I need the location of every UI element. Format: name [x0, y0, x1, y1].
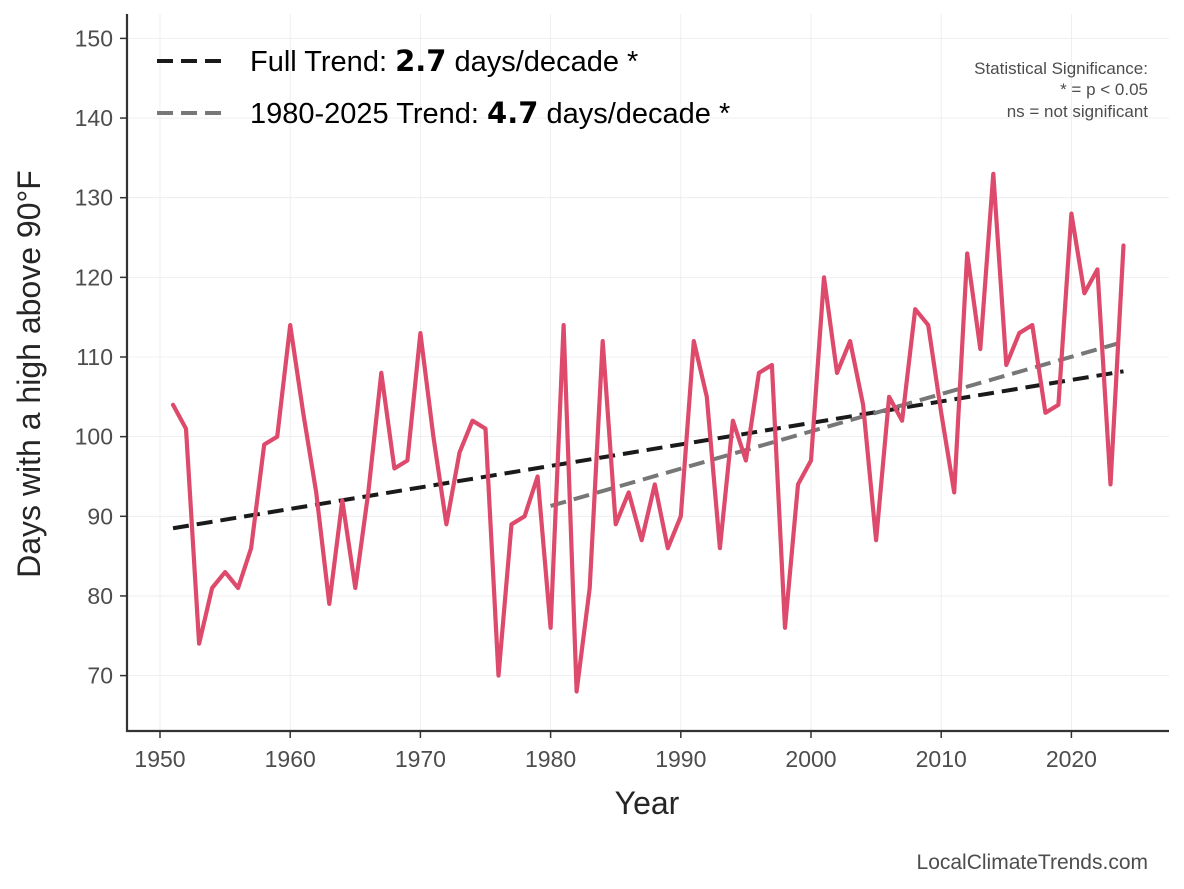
legend: Full Trend: 2.7 days/decade * 1980-2025 T…	[157, 44, 730, 130]
x-tick-label: 1970	[395, 746, 446, 772]
y-tick-label: 120	[75, 264, 113, 290]
y-tick-label: 90	[87, 503, 113, 529]
x-tick-label: 1980	[525, 746, 576, 772]
y-tick-label: 140	[75, 105, 113, 131]
legend-label: 1980-2025 Trend: 4.7 days/decade *	[250, 96, 730, 130]
series-line	[170, 171, 1126, 694]
y-tick-label: 70	[87, 663, 113, 689]
significance-note-ns: ns = not significant	[1007, 102, 1149, 121]
x-tick-label: 1960	[265, 746, 316, 772]
trend-lines	[172, 339, 1125, 531]
x-tick-label: 2020	[1046, 746, 1097, 772]
y-tick-label: 80	[87, 583, 113, 609]
y-axis-title: Days with a high above 90°F	[11, 170, 47, 578]
significance-note-title: Statistical Significance:	[974, 59, 1148, 78]
significance-note-threshold: * = p < 0.05	[1060, 80, 1148, 99]
source-credit: LocalClimateTrends.com	[917, 851, 1148, 874]
x-tick-label: 2000	[785, 746, 836, 772]
y-tick-label: 130	[75, 185, 113, 211]
tick-labels: 1950 1960 1970 1980 1990 2000 2010 2020 70 80 90 10…	[75, 25, 1097, 772]
axes	[125, 14, 1169, 733]
y-tick-label: 150	[75, 25, 113, 51]
data-series	[170, 171, 1126, 694]
x-tick-label: 1990	[655, 746, 706, 772]
x-tick-label: 1950	[134, 746, 185, 772]
full-trend-line	[172, 369, 1124, 531]
recent-trend-line	[550, 339, 1125, 508]
x-axis-title: Year	[615, 785, 680, 821]
y-tick-label: 100	[75, 424, 113, 450]
legend-label: Full Trend: 2.7 days/decade *	[250, 44, 638, 78]
x-tick-label: 2010	[916, 746, 967, 772]
y-tick-label: 110	[76, 344, 113, 370]
grid-lines	[127, 14, 1169, 731]
